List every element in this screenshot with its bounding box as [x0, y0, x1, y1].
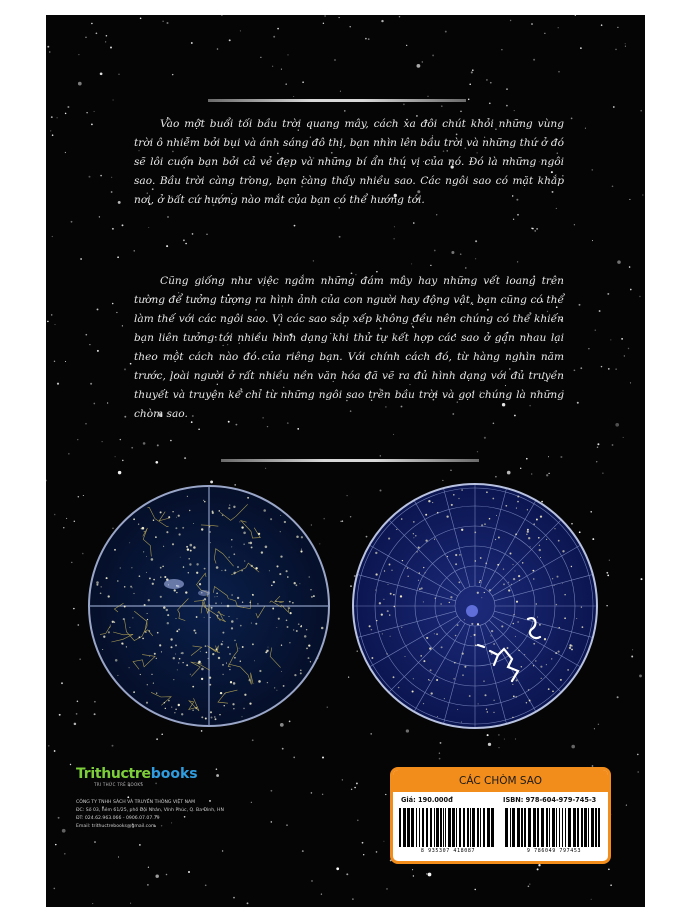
barcode-right: 9 786049 797453	[505, 808, 603, 854]
barcode-left: 8 935307 418087	[399, 808, 497, 854]
barcode-left-number: 8 935307 418087	[420, 848, 476, 854]
intro-paragraph-2: Cũng giống như việc ngắm những đám mây h…	[134, 275, 564, 420]
price-label: Giá: 190.000đ	[401, 796, 453, 804]
northern-star-chart	[88, 485, 330, 727]
middle-divider	[221, 459, 479, 462]
publisher-company: CÔNG TY TNHH SÁCH VÀ TRUYỀN THÔNG VIỆT N…	[76, 800, 196, 805]
publisher-address: ĐC: Số 03, hẻm 61/25, phố Đội Nhân, Vĩnh…	[76, 808, 224, 813]
book-back-cover: Vào một buổi tối bầu trời quang mây, các…	[46, 15, 645, 907]
publisher-logo-name: Trithuctre	[76, 766, 151, 782]
isbn-label: ISBN: 978-604-979-745-3	[503, 796, 597, 804]
publisher-phone: ĐT: 024.62.963.066 - 0906.07.07.79	[76, 816, 160, 821]
southern-star-chart	[352, 483, 598, 729]
intro-paragraph-1: Vào một buổi tối bầu trời quang mây, các…	[134, 118, 564, 206]
top-divider	[208, 99, 466, 102]
publisher-logo: Trithuctrebooks	[76, 763, 198, 783]
book-title-label: CÁC CHÒM SAO	[393, 770, 608, 792]
price-barcode-box: CÁC CHÒM SAO Giá: 190.000đ ISBN: 978-604…	[390, 767, 611, 864]
publisher-email: Email: trithuctrebooks@gmail.com	[76, 824, 156, 829]
barcode-left-bars	[399, 808, 497, 847]
barcode-right-number: 9 786049 797453	[526, 848, 582, 854]
publisher-tagline: TRI THỨC TRẺ BOOKS	[94, 782, 144, 787]
publisher-logo-books: books	[150, 766, 198, 782]
barcode-right-bars	[505, 808, 603, 847]
